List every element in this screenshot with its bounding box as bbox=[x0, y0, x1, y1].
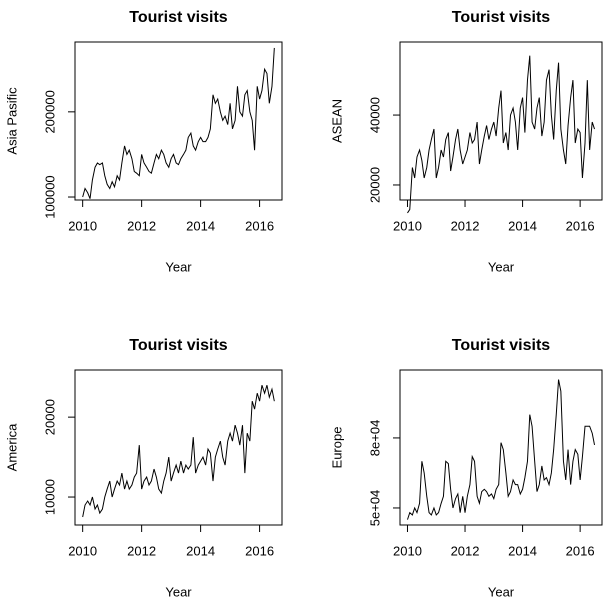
x-axis-label: Year bbox=[165, 584, 192, 599]
y-tick-label: 10000 bbox=[42, 479, 57, 515]
y-axis-label: America bbox=[4, 423, 19, 471]
y-axis-label: ASEAN bbox=[329, 99, 344, 143]
chart-title: Tourist visits bbox=[129, 337, 227, 354]
x-axis-label: Year bbox=[488, 259, 515, 274]
chart-title: Tourist visits bbox=[129, 9, 227, 26]
data-line bbox=[82, 385, 275, 518]
x-tick-label: 2012 bbox=[127, 218, 156, 233]
data-line bbox=[407, 55, 595, 214]
y-axis-label: Asia Pasific bbox=[4, 87, 19, 155]
chart-title: Tourist visits bbox=[452, 337, 550, 354]
y-tick-label: 200000 bbox=[42, 90, 57, 133]
x-tick-label: 2014 bbox=[186, 543, 215, 558]
y-tick-label: 20000 bbox=[367, 167, 382, 203]
y-tick-label: 8e+04 bbox=[367, 420, 382, 457]
plot-box bbox=[399, 369, 603, 526]
plot-box bbox=[74, 41, 283, 201]
x-axis-label: Year bbox=[488, 584, 515, 599]
x-tick-label: 2012 bbox=[451, 218, 480, 233]
chart-title: Tourist visits bbox=[452, 9, 550, 26]
x-axis-label: Year bbox=[165, 259, 192, 274]
x-tick-label: 2016 bbox=[566, 543, 595, 558]
x-tick-label: 2016 bbox=[245, 543, 274, 558]
x-tick-label: 2014 bbox=[186, 218, 215, 233]
y-tick-label: 20000 bbox=[42, 399, 57, 435]
x-tick-label: 2014 bbox=[508, 543, 537, 558]
x-tick-label: 2012 bbox=[451, 543, 480, 558]
y-tick-label: 100000 bbox=[42, 175, 57, 218]
plot-box bbox=[74, 369, 283, 526]
plot-box bbox=[399, 41, 603, 201]
x-tick-label: 2010 bbox=[393, 543, 422, 558]
x-tick-label: 2012 bbox=[127, 543, 156, 558]
data-line bbox=[407, 379, 596, 520]
x-tick-label: 2010 bbox=[68, 218, 97, 233]
x-tick-label: 2016 bbox=[566, 218, 595, 233]
x-tick-label: 2014 bbox=[508, 218, 537, 233]
y-axis-label: Europe bbox=[329, 427, 344, 469]
y-tick-label: 5e+04 bbox=[367, 490, 382, 527]
x-tick-label: 2010 bbox=[68, 543, 97, 558]
data-line bbox=[82, 47, 275, 199]
x-tick-label: 2010 bbox=[393, 218, 422, 233]
x-tick-label: 2016 bbox=[245, 218, 274, 233]
y-tick-label: 40000 bbox=[367, 97, 382, 133]
